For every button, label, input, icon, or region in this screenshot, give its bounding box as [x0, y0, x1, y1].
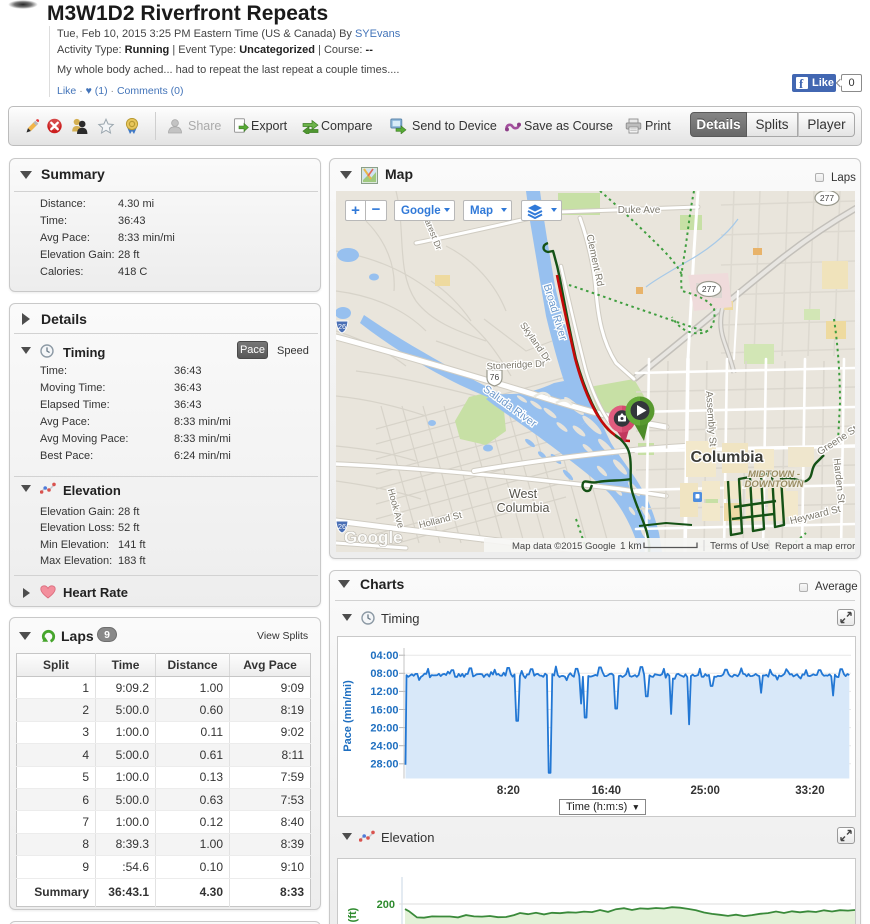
- svg-text:04:00: 04:00: [370, 650, 398, 662]
- svg-text:33:20: 33:20: [795, 785, 824, 797]
- svg-text:Columbia: Columbia: [497, 501, 550, 515]
- svg-text:16:00: 16:00: [370, 704, 398, 716]
- svg-text:Columbia: Columbia: [691, 449, 764, 466]
- svg-text:West: West: [509, 487, 538, 501]
- svg-text:Report a map error: Report a map error: [775, 541, 855, 552]
- svg-text:Terms of Use: Terms of Use: [710, 541, 769, 552]
- svg-text:MIDTOWN -: MIDTOWN -: [748, 469, 800, 480]
- svg-text:08:00: 08:00: [370, 668, 398, 680]
- svg-text:Map data ©2015 Google: Map data ©2015 Google: [512, 541, 616, 552]
- svg-text:277: 277: [702, 284, 716, 294]
- svg-text:76: 76: [490, 372, 500, 382]
- svg-text:20:00: 20:00: [370, 722, 398, 734]
- svg-text:1 km: 1 km: [620, 541, 642, 552]
- svg-text:Assembly St: Assembly St: [703, 391, 718, 447]
- svg-text:Stoneridge Dr: Stoneridge Dr: [486, 358, 545, 372]
- svg-text:8:20: 8:20: [497, 785, 520, 797]
- svg-text:(ft): (ft): [347, 907, 359, 922]
- svg-text:24:00: 24:00: [370, 741, 398, 753]
- svg-text:28:00: 28:00: [370, 759, 398, 771]
- svg-text:26: 26: [338, 522, 346, 531]
- svg-text:12:00: 12:00: [370, 686, 398, 698]
- svg-text:Duke Ave: Duke Ave: [618, 205, 661, 216]
- svg-text:DOWNTOWN: DOWNTOWN: [745, 479, 805, 490]
- svg-text:Pace (min/mi): Pace (min/mi): [342, 680, 354, 752]
- svg-text:200: 200: [377, 899, 395, 911]
- svg-text:Google: Google: [344, 528, 403, 547]
- svg-text:277: 277: [820, 193, 834, 203]
- svg-text:16:40: 16:40: [592, 785, 621, 797]
- svg-text:25:00: 25:00: [690, 785, 719, 797]
- svg-text:Harden St: Harden St: [831, 458, 847, 504]
- svg-text:26: 26: [338, 322, 346, 331]
